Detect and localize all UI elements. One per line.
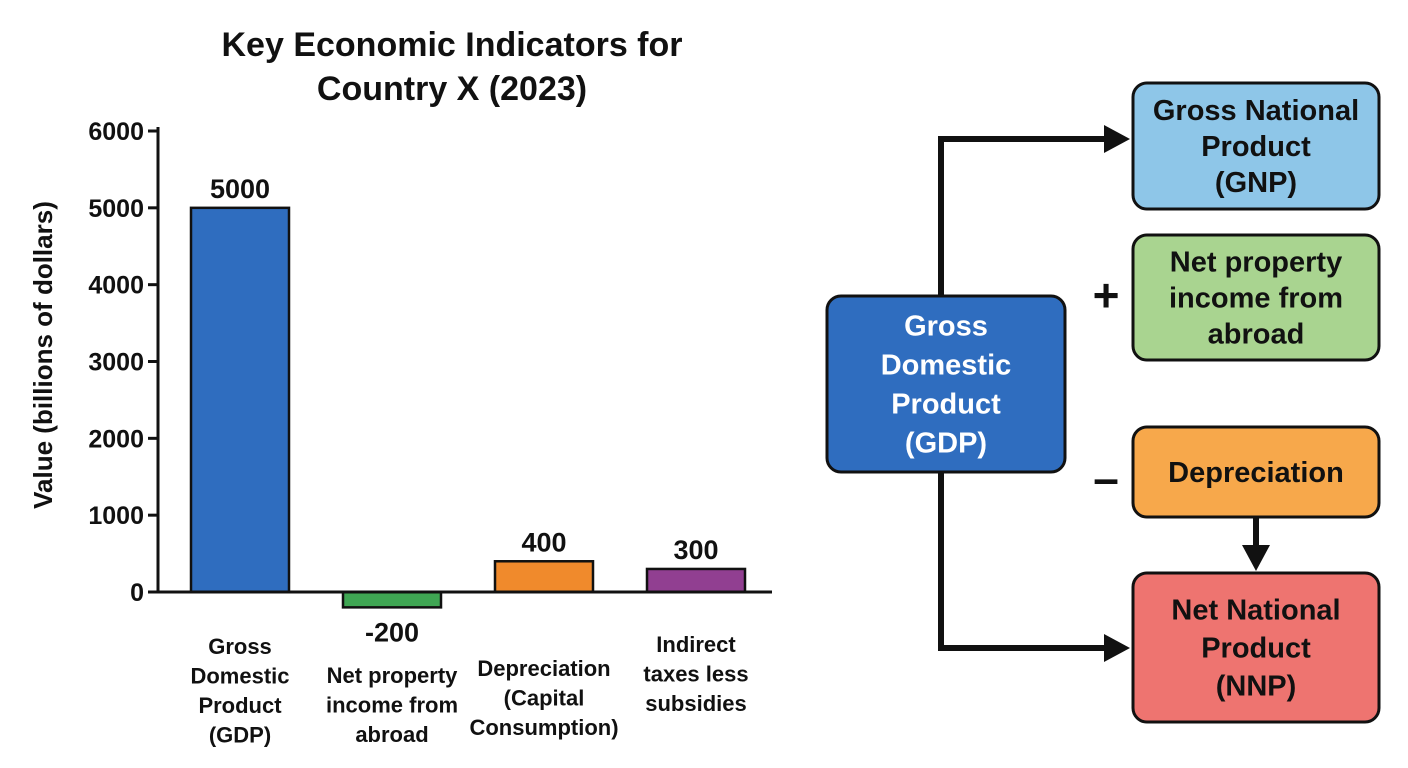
category-label: Net property income from abroad	[326, 663, 458, 747]
arrow-gdp-to-nnp	[938, 472, 1106, 651]
bar-chart: Key Economic Indicators for Country X (20…	[28, 26, 772, 748]
net-property-income-box-label: Net property income from abroad	[1169, 247, 1343, 351]
y-tick-label: 0	[130, 579, 144, 607]
gnp-box-shape	[1131, 81, 1381, 211]
nnp-box: Net National Product (NNP)	[1131, 571, 1381, 724]
gdp-box: Gross Domestic Product (GDP)	[825, 294, 1067, 474]
y-tick-label: 5000	[88, 195, 144, 223]
bar-value-label: 300	[673, 535, 718, 565]
bar	[493, 560, 595, 594]
gdp-box-shape	[825, 294, 1067, 474]
bar-value-label: 400	[521, 527, 566, 557]
category-label: Depreciation (Capital Consumption)	[469, 656, 618, 740]
depreciation-box-shape	[1131, 425, 1381, 519]
y-tick-label: 4000	[88, 272, 144, 300]
bars	[158, 206, 772, 609]
chart-title: Key Economic Indicators for Country X (20…	[222, 26, 683, 108]
gdp-box-label: Gross Domestic Product (GDP)	[881, 311, 1012, 460]
plus-sign: +	[1093, 269, 1120, 321]
y-tick-label: 6000	[88, 118, 144, 146]
y-axis-label: Value (billions of dollars)	[28, 201, 58, 509]
connectors	[938, 125, 1270, 662]
net-property-income-box: Net property income from abroad	[1131, 233, 1381, 362]
arrowhead-dep	[1242, 545, 1270, 571]
y-tick-label: 3000	[88, 349, 144, 377]
bar	[189, 206, 291, 594]
bar-value-label: 5000	[210, 174, 270, 204]
gnp-box-label: Gross National Product (GNP)	[1153, 95, 1359, 199]
depreciation-box-label: Depreciation	[1168, 457, 1344, 489]
y-tick-label: 1000	[88, 502, 144, 530]
arrow-gdp-to-gnp	[938, 136, 1106, 296]
arrowhead-gnp	[1104, 125, 1130, 153]
gnp-box: Gross National Product (GNP)	[1131, 81, 1381, 211]
nnp-box-label: Net National Product (NNP)	[1171, 595, 1340, 703]
diagram-boxes: Gross Domestic Product (GDP) Gross National P…	[825, 81, 1381, 724]
depreciation-box: Depreciation	[1131, 425, 1381, 519]
arrowhead-nnp	[1104, 634, 1130, 662]
category-labels: Gross Domestic Product (GDP) Net property inc…	[190, 632, 748, 748]
minus-sign: –	[1093, 452, 1119, 504]
y-axis: 0 1000 2000 3000 4000 5000 6000	[88, 118, 160, 607]
bar	[645, 567, 747, 594]
net-property-income-box-shape	[1131, 233, 1381, 362]
nnp-box-shape	[1131, 571, 1381, 724]
bar	[341, 590, 443, 609]
value-labels: 5000 -200 400 300	[210, 174, 719, 648]
category-label: Indirect taxes less subsidies	[643, 632, 748, 716]
y-tick-label: 2000	[88, 425, 144, 453]
chart-title-line: Key Economic Indicators for	[222, 26, 683, 64]
category-label: Gross Domestic Product (GDP)	[190, 634, 289, 748]
chart-title-line: Country X (2023)	[317, 70, 587, 108]
bar-value-label: -200	[365, 617, 419, 647]
